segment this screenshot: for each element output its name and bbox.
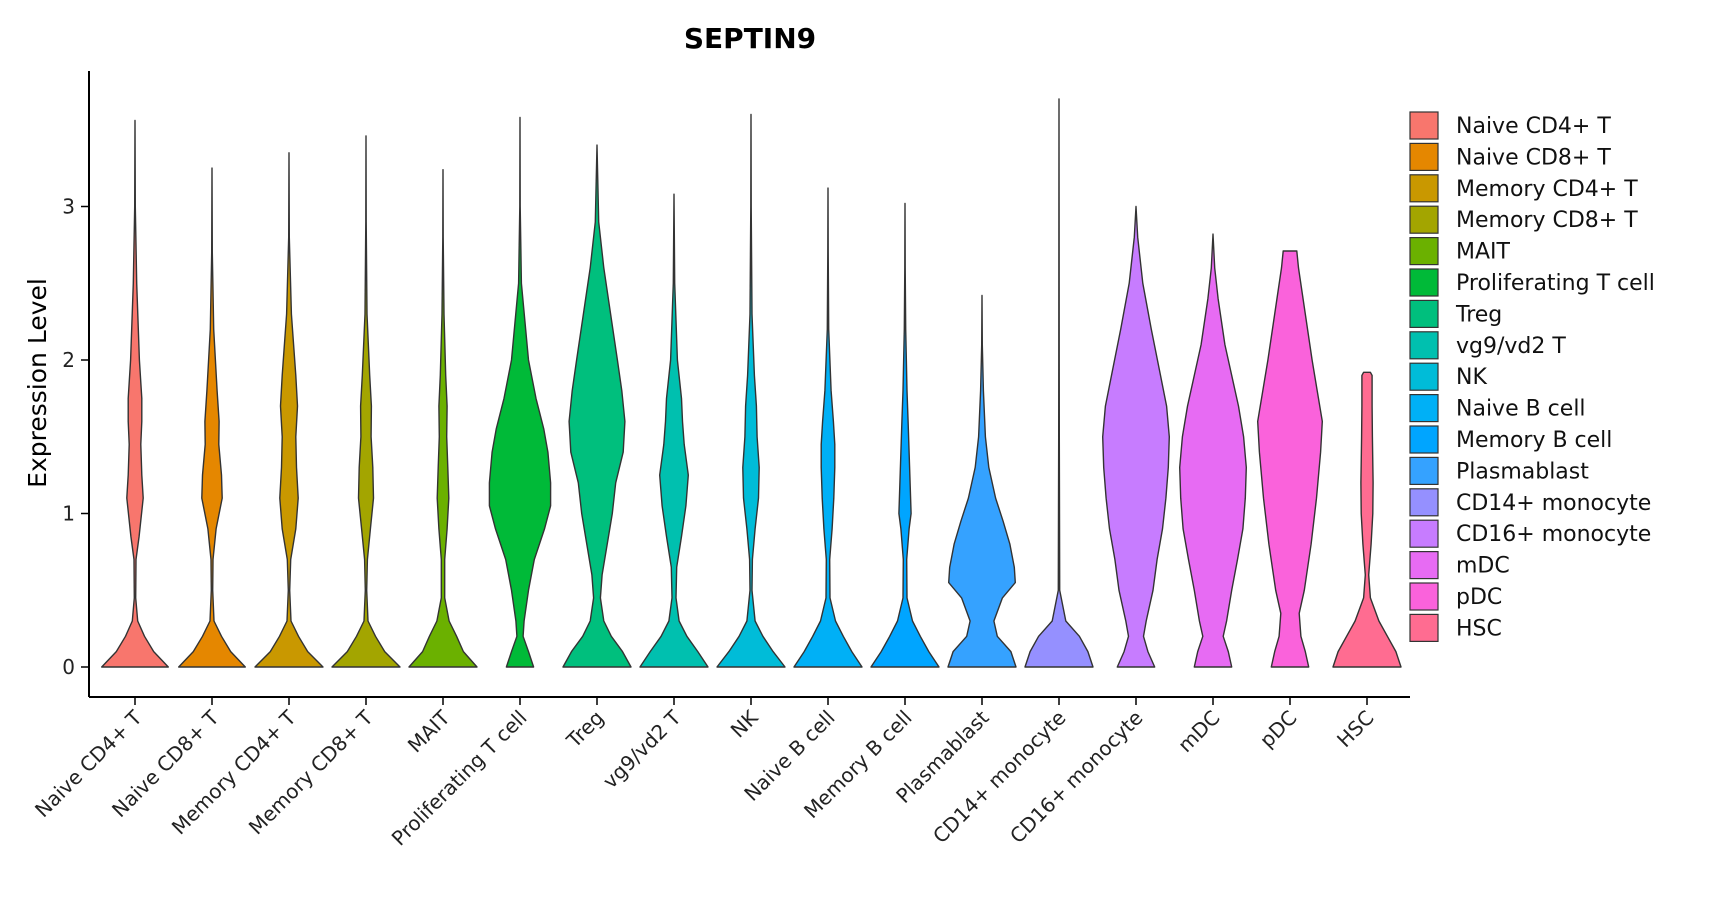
legend-label: CD14+ monocyte	[1456, 491, 1651, 516]
legend-label: Memory B cell	[1456, 428, 1612, 453]
legend: Naive CD4+ T Naive CD8+ T Memory CD4+ T Mem…	[1409, 111, 1655, 643]
chart-title: SEPTIN9	[684, 22, 816, 55]
y-tick-label: 0	[62, 655, 75, 679]
legend-label: Naive CD4+ T	[1456, 114, 1611, 139]
x-tick-label: CD14+ monocyte	[928, 706, 1071, 849]
legend-label: Proliferating T cell	[1456, 271, 1655, 296]
legend-swatch	[1409, 488, 1439, 517]
x-tick-label: vg9/vd2 T	[598, 705, 686, 793]
violin-memory-b-cell	[870, 202, 940, 668]
y-axis-label: Expression Level	[23, 278, 52, 488]
violin-proliferating-t-cell	[488, 116, 552, 668]
violin-memory-cd8-t	[331, 135, 401, 668]
violin-hsc	[1332, 371, 1402, 668]
violin-memory-cd4-t	[254, 152, 324, 668]
violin-nk	[716, 113, 786, 668]
legend-swatch	[1409, 519, 1439, 548]
legend-swatch	[1409, 111, 1439, 140]
y-tick-label: 3	[62, 195, 75, 219]
violin-mdc	[1179, 233, 1247, 668]
violin-naive-cd8-t	[178, 167, 246, 668]
legend-swatch	[1409, 268, 1439, 297]
legend-label: MAIT	[1456, 240, 1511, 265]
x-tick-label: Proliferating T cell	[387, 706, 532, 851]
x-tick-label: MAIT	[403, 705, 455, 757]
legend-swatch	[1409, 362, 1439, 391]
legend-swatch	[1409, 142, 1439, 171]
legend-label: CD16+ monocyte	[1456, 522, 1651, 547]
legend-swatch	[1409, 425, 1439, 454]
legend-swatch	[1409, 582, 1439, 611]
x-tick-label: NK	[726, 705, 763, 742]
violin-mait	[408, 169, 478, 668]
legend-swatch	[1409, 237, 1439, 266]
violin-cd14-monocyte	[1024, 98, 1094, 668]
violin-naive-cd4-t	[101, 119, 169, 668]
y-tick-label: 1	[62, 502, 75, 526]
legend-swatch	[1409, 299, 1439, 328]
legend-swatch	[1409, 205, 1439, 234]
legend-label: Naive CD8+ T	[1456, 145, 1611, 170]
legend-label: Memory CD4+ T	[1456, 177, 1638, 202]
violin-plasmablast	[947, 294, 1017, 668]
violin-naive-b-cell	[793, 187, 863, 668]
legend-swatch	[1409, 550, 1439, 580]
plot-area	[101, 98, 1402, 668]
x-tick-label: Treg	[561, 706, 608, 753]
y-tick-label: 2	[62, 348, 75, 372]
legend-swatch	[1409, 174, 1439, 203]
legend-label: mDC	[1456, 554, 1510, 579]
violin-pdc	[1257, 250, 1323, 668]
violin-treg	[562, 144, 632, 668]
violin-vg9-vd2-t	[639, 193, 709, 668]
x-tick-label: mDC	[1173, 706, 1225, 758]
x-tick-label: CD16+ monocyte	[1005, 706, 1148, 849]
violin-cd16-monocyte	[1102, 205, 1170, 668]
x-tick-label: HSC	[1332, 706, 1378, 752]
legend-swatch	[1409, 613, 1439, 643]
legend-label: Plasmablast	[1456, 459, 1589, 484]
legend-label: vg9/vd2 T	[1456, 334, 1566, 359]
legend-swatch	[1409, 456, 1439, 485]
legend-label: pDC	[1456, 585, 1502, 610]
legend-label: NK	[1456, 365, 1487, 390]
legend-swatch	[1409, 394, 1439, 423]
x-tick-label: pDC	[1255, 706, 1302, 753]
legend-label: Treg	[1455, 302, 1502, 327]
legend-label: Naive B cell	[1456, 397, 1586, 422]
legend-swatch	[1409, 331, 1439, 360]
legend-label: Memory CD8+ T	[1456, 208, 1638, 233]
legend-label: HSC	[1456, 616, 1502, 641]
